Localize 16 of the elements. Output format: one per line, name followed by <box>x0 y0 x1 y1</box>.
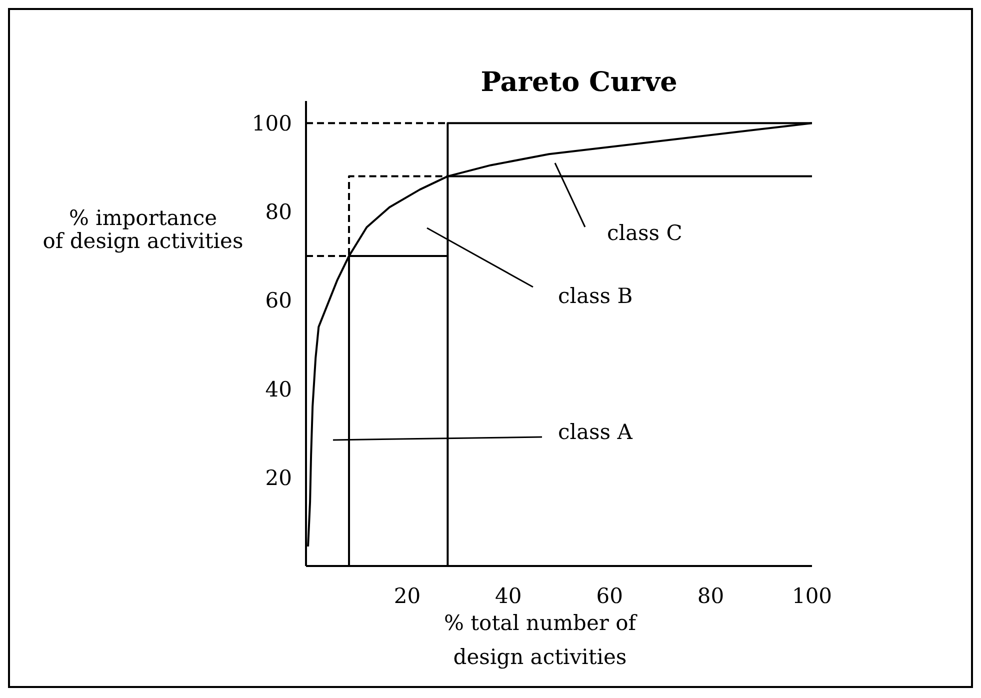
chart-title: Pareto Curve <box>480 66 678 100</box>
y-tick-label: 100 <box>252 112 292 136</box>
y-tick-label: 40 <box>265 377 292 402</box>
y-tick-label: 60 <box>265 288 292 313</box>
y-tick-label: 20 <box>265 466 292 490</box>
annotation: class B <box>558 284 633 308</box>
x-tick-label: 80 <box>697 584 724 608</box>
y-tick-label: 80 <box>265 200 292 224</box>
annotation: class C <box>607 221 682 245</box>
annotation: class A <box>558 420 634 444</box>
x-tick-label: 60 <box>596 584 623 608</box>
x-tick-label: 20 <box>394 584 421 608</box>
x-axis-title: % total number of design activities <box>442 610 638 671</box>
x-tick-label: 40 <box>495 584 522 608</box>
x-tick-label: 100 <box>792 584 832 608</box>
y-axis-title: % importance of design activities <box>42 206 244 253</box>
